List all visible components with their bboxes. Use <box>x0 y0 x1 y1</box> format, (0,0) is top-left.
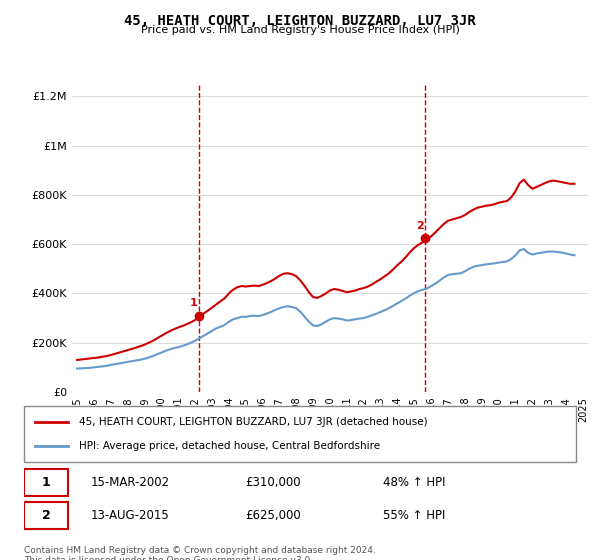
FancyBboxPatch shape <box>24 469 68 496</box>
Text: 1: 1 <box>190 298 197 308</box>
Text: 45, HEATH COURT, LEIGHTON BUZZARD, LU7 3JR (detached house): 45, HEATH COURT, LEIGHTON BUZZARD, LU7 3… <box>79 417 428 427</box>
Text: 48% ↑ HPI: 48% ↑ HPI <box>383 476 445 489</box>
Text: 13-AUG-2015: 13-AUG-2015 <box>90 510 169 522</box>
Text: Price paid vs. HM Land Registry's House Price Index (HPI): Price paid vs. HM Land Registry's House … <box>140 25 460 35</box>
Text: 2: 2 <box>42 510 50 522</box>
Text: Contains HM Land Registry data © Crown copyright and database right 2024.
This d: Contains HM Land Registry data © Crown c… <box>24 546 376 560</box>
Text: 1: 1 <box>42 476 50 489</box>
Text: £625,000: £625,000 <box>245 510 301 522</box>
Text: 15-MAR-2002: 15-MAR-2002 <box>90 476 169 489</box>
Text: 55% ↑ HPI: 55% ↑ HPI <box>383 510 445 522</box>
FancyBboxPatch shape <box>24 406 576 462</box>
Text: 45, HEATH COURT, LEIGHTON BUZZARD, LU7 3JR: 45, HEATH COURT, LEIGHTON BUZZARD, LU7 3… <box>124 14 476 28</box>
FancyBboxPatch shape <box>24 502 68 529</box>
Text: HPI: Average price, detached house, Central Bedfordshire: HPI: Average price, detached house, Cent… <box>79 441 380 451</box>
Text: £310,000: £310,000 <box>245 476 301 489</box>
Text: 2: 2 <box>416 221 424 231</box>
